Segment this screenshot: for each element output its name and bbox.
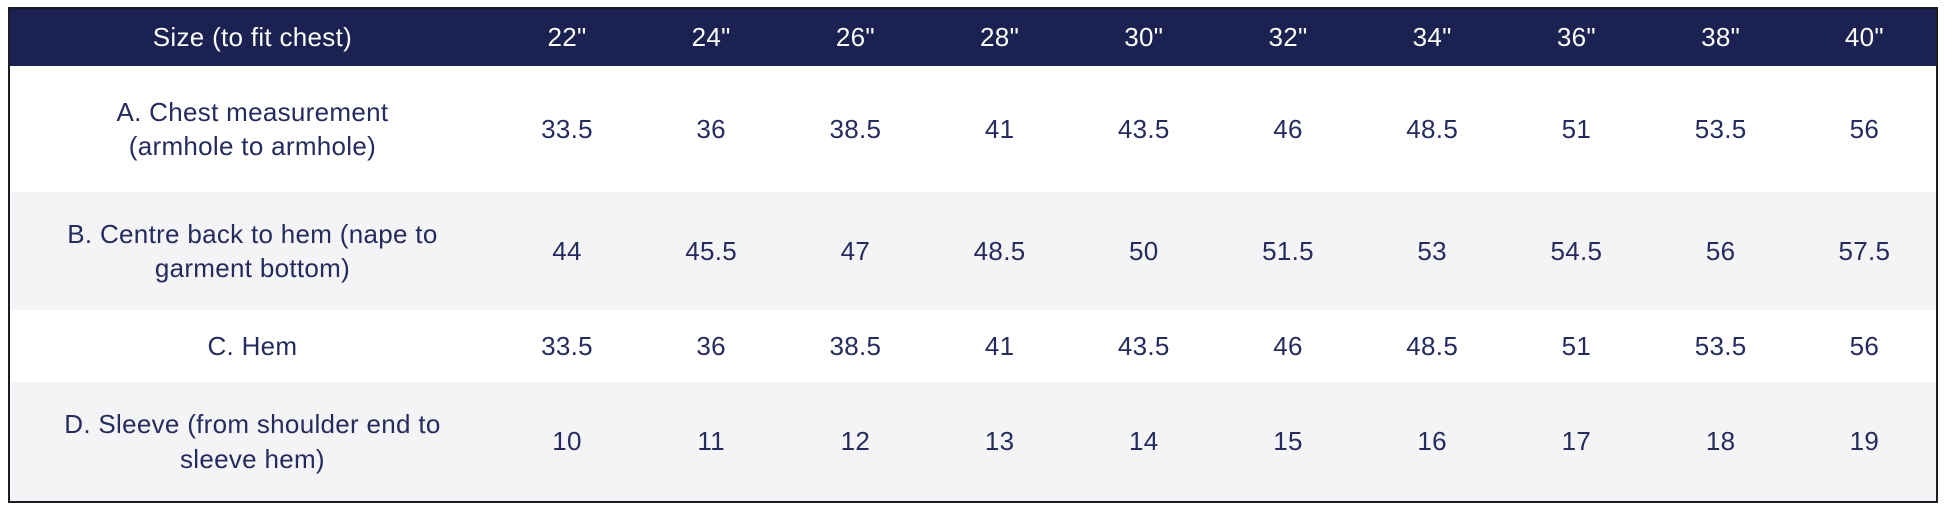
size-column-header: 38" [1701,22,1741,52]
row-label: D. Sleeve (from shoulder end to sleeve h… [9,382,495,502]
measurement-value: 48.5 [1406,113,1459,144]
row-label-line: D. Sleeve (from shoulder end to [64,409,441,440]
size-column-header: 24" [691,22,731,52]
size-column-header: 40" [1844,22,1884,52]
size-column-header: 36" [1556,22,1596,52]
measurement-value: 15 [1273,426,1303,456]
measurement-value: 51 [1561,113,1592,144]
measurement-value: 36 [696,113,726,144]
measurement-value: 11 [697,426,725,456]
measurement-value: 33.5 [541,113,593,144]
table-row-centre-back-to-hem: B. Centre back to hem (nape to garment b… [9,192,1937,310]
size-chart-table: Size (to fit chest) 22" 24" 26" 28" 30" … [8,7,1938,503]
measurement-value: 51.5 [1262,235,1314,266]
size-column-header: 26" [835,22,875,52]
measurement-value: 56 [1849,330,1880,361]
measurement-value: 18 [1705,426,1736,456]
measurement-value: 13 [984,426,1015,456]
size-column-header: 22" [547,22,587,52]
table-row-hem: C. Hem 33.5 36 38.5 41 43.5 46 48.5 51 5… [9,310,1937,382]
measurement-value: 46 [1273,113,1303,144]
row-label-line: sleeve hem) [179,443,325,474]
measurement-value: 56 [1705,235,1736,266]
measurement-value: 57.5 [1838,235,1891,266]
row-label-line: C. Hem [207,330,298,361]
size-column-header: 32" [1268,22,1308,52]
measurement-value: 51 [1561,330,1592,361]
measurement-value: 36 [696,330,726,361]
measurement-value: 56 [1849,113,1880,144]
header-size-label: Size (to fit chest) [152,22,353,52]
size-column-header: 34" [1412,22,1452,52]
measurement-value: 41 [984,113,1015,144]
row-label: A. Chest measurement (armhole to armhole… [9,66,495,192]
measurement-value: 17 [1561,426,1592,456]
header-row: Size (to fit chest) 22" 24" 26" 28" 30" … [9,8,1937,66]
measurement-value: 48.5 [1406,330,1459,361]
row-label: C. Hem [9,310,495,382]
measurement-value: 43.5 [1117,330,1170,361]
measurement-value: 53.5 [1694,113,1747,144]
table-row-sleeve: D. Sleeve (from shoulder end to sleeve h… [9,382,1937,502]
row-label-line: garment bottom) [154,253,351,283]
row-label-line: B. Centre back to hem (nape to [67,218,438,249]
measurement-value: 44 [552,235,582,266]
measurement-value: 54.5 [1550,235,1603,266]
size-column-header: 28" [980,22,1020,52]
measurement-value: 19 [1849,426,1880,456]
measurement-value: 46 [1273,330,1303,361]
row-label: B. Centre back to hem (nape to garment b… [9,192,495,310]
measurement-value: 50 [1129,235,1159,266]
measurement-value: 43.5 [1117,113,1170,144]
measurement-value: 38.5 [829,330,882,361]
measurement-value: 47 [840,235,871,266]
measurement-value: 12 [840,426,871,456]
measurement-value: 53.5 [1694,330,1747,361]
measurement-value: 53 [1417,235,1447,266]
measurement-value: 48.5 [973,235,1026,266]
table-row-chest-measurement: A. Chest measurement (armhole to armhole… [9,66,1937,192]
row-label-line: A. Chest measurement [116,96,389,127]
measurement-value: 10 [552,426,582,456]
size-column-header: 30" [1124,22,1164,52]
measurement-value: 45.5 [685,235,738,266]
row-label-line: (armhole to armhole) [128,131,377,161]
measurement-value: 41 [984,330,1015,361]
measurement-value: 14 [1129,426,1159,456]
measurement-value: 33.5 [541,330,593,361]
measurement-value: 38.5 [829,113,882,144]
measurement-value: 16 [1417,426,1447,456]
